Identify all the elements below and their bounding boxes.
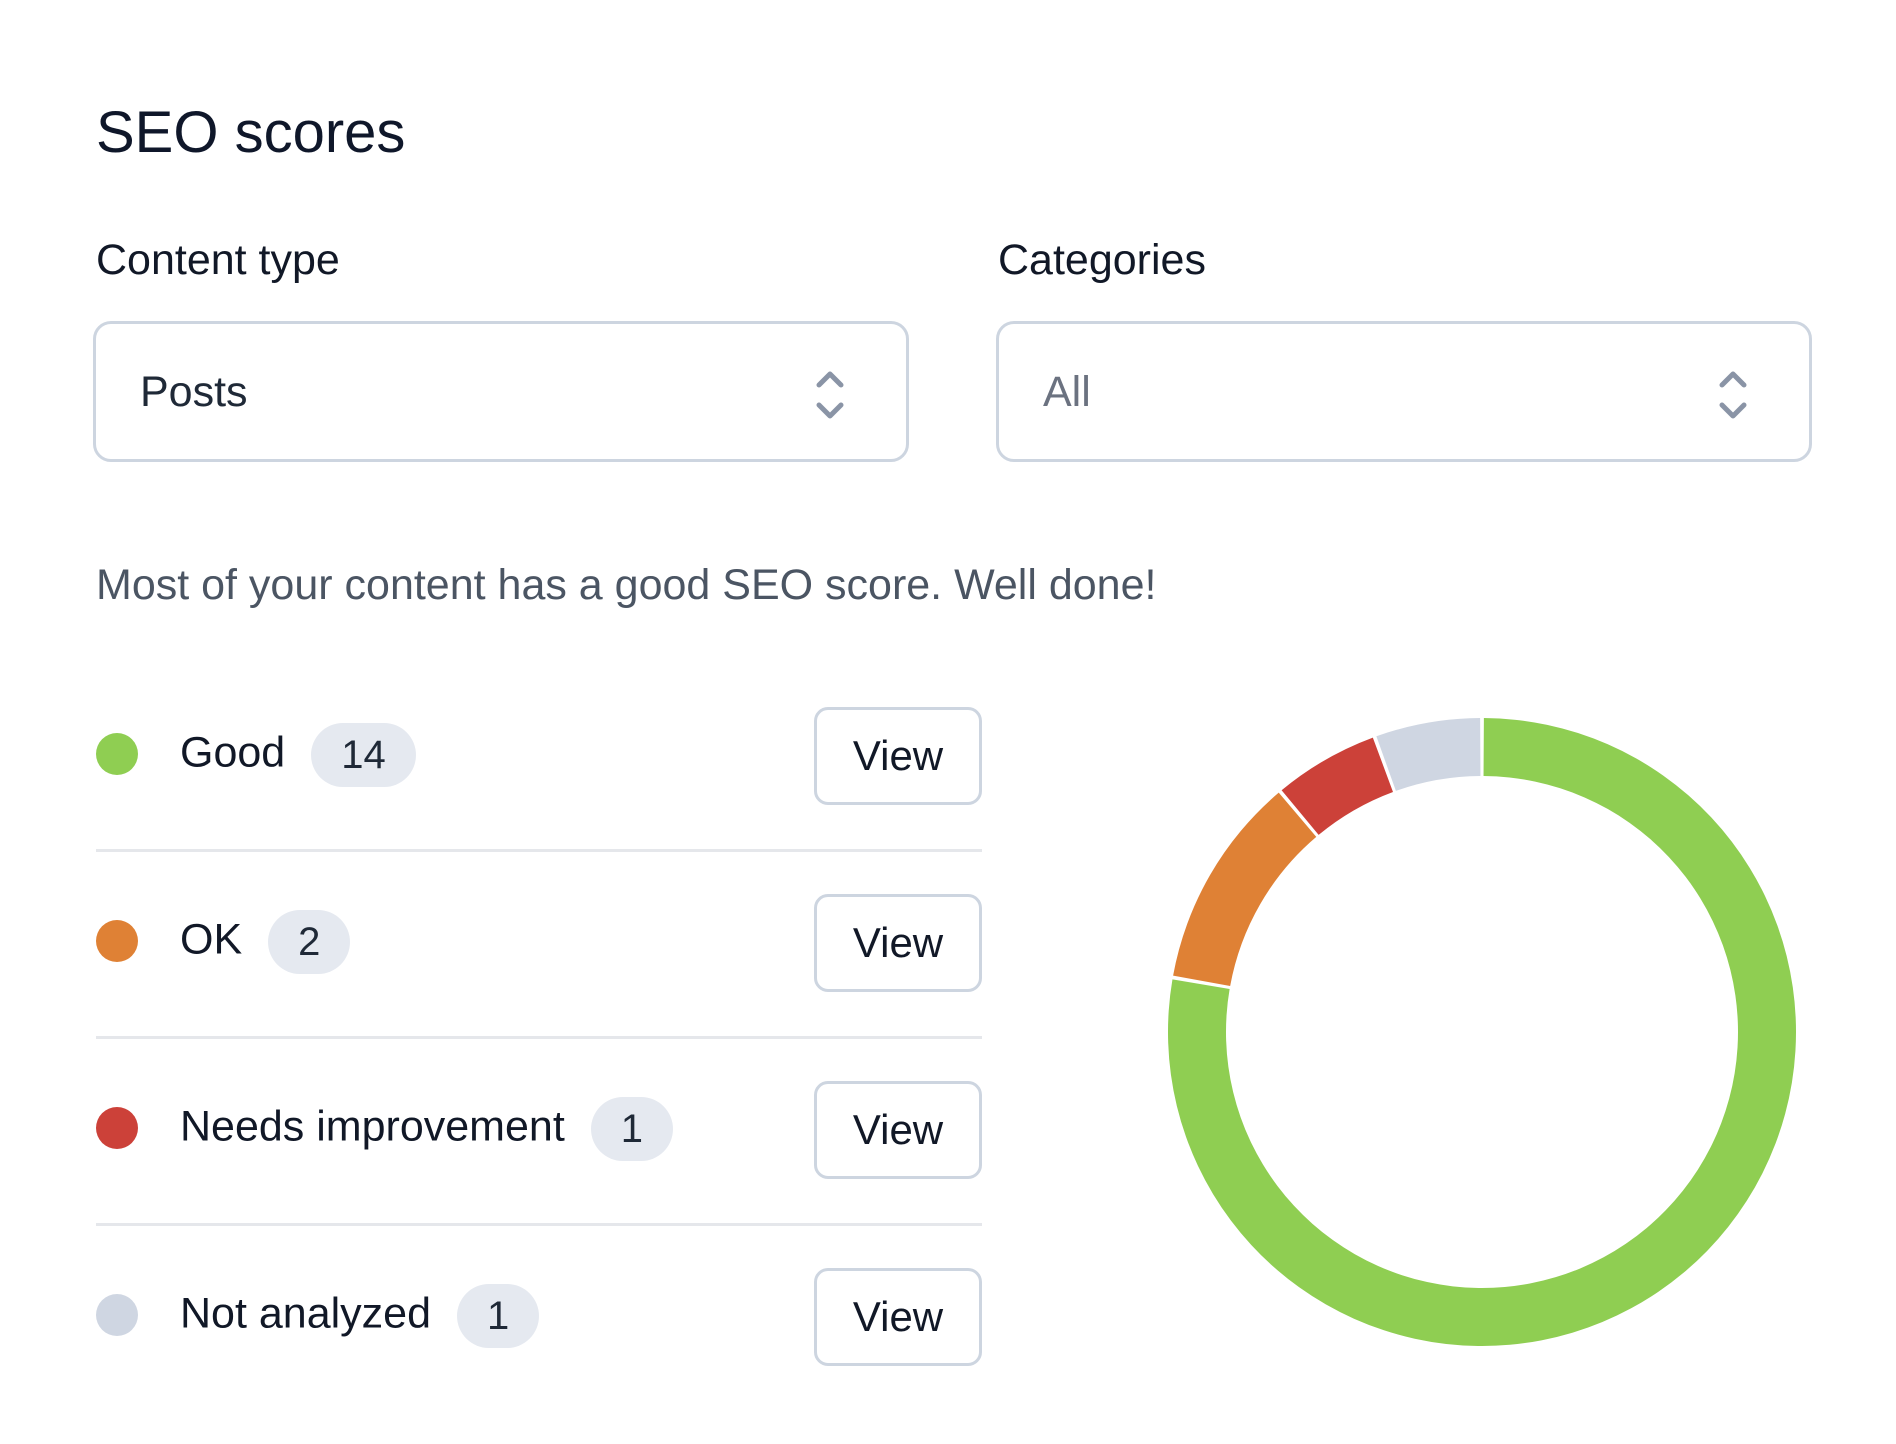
- categories-label: Categories: [998, 236, 1206, 284]
- count-badge: 14: [311, 723, 416, 787]
- score-name: Good: [180, 728, 286, 777]
- score-row-needs-improvement: Needs improvement 1 View: [96, 1037, 982, 1226]
- score-row-good: Good 14 View: [96, 663, 982, 852]
- not-analyzed-status-dot: [96, 1294, 138, 1336]
- score-row-not-analyzed: Not analyzed 1 View: [96, 1224, 982, 1410]
- content-type-value: Posts: [140, 368, 248, 416]
- score-summary: Most of your content has a good SEO scor…: [96, 561, 1157, 609]
- ok-status-dot: [96, 920, 138, 962]
- score-row-ok: OK 2 View: [96, 850, 982, 1039]
- view-not-analyzed-button[interactable]: View: [814, 1268, 982, 1366]
- seo-score-donut-chart: [1168, 718, 1796, 1346]
- count-badge: 1: [457, 1284, 540, 1348]
- content-type-label: Content type: [96, 236, 340, 284]
- chevron-up-down-icon: [1719, 371, 1747, 419]
- count-badge: 1: [590, 1097, 674, 1161]
- score-name: OK: [180, 915, 243, 964]
- score-label-ok: OK 2: [180, 910, 351, 974]
- chevron-up-down-icon: [816, 371, 844, 419]
- donut-slice-ok: [1173, 792, 1317, 987]
- score-label-not-analyzed: Not analyzed 1: [180, 1284, 540, 1348]
- good-status-dot: [96, 733, 138, 775]
- page-title: SEO scores: [96, 100, 406, 165]
- donut-slice-needs-improvement: [1281, 737, 1394, 835]
- score-name: Not analyzed: [180, 1289, 431, 1338]
- view-good-button[interactable]: View: [814, 707, 982, 805]
- score-label-good: Good 14: [180, 723, 416, 787]
- view-ok-button[interactable]: View: [814, 894, 982, 992]
- count-badge: 2: [268, 910, 351, 974]
- score-label-needs-improvement: Needs improvement 1: [180, 1097, 674, 1161]
- content-type-select[interactable]: Posts: [93, 321, 909, 462]
- view-needs-improvement-button[interactable]: View: [814, 1081, 982, 1179]
- score-name: Needs improvement: [180, 1102, 565, 1151]
- donut-slice-not-analyzed: [1376, 718, 1481, 791]
- categories-value: All: [1043, 368, 1091, 416]
- needs-improvement-status-dot: [96, 1107, 138, 1149]
- categories-select[interactable]: All: [996, 321, 1812, 462]
